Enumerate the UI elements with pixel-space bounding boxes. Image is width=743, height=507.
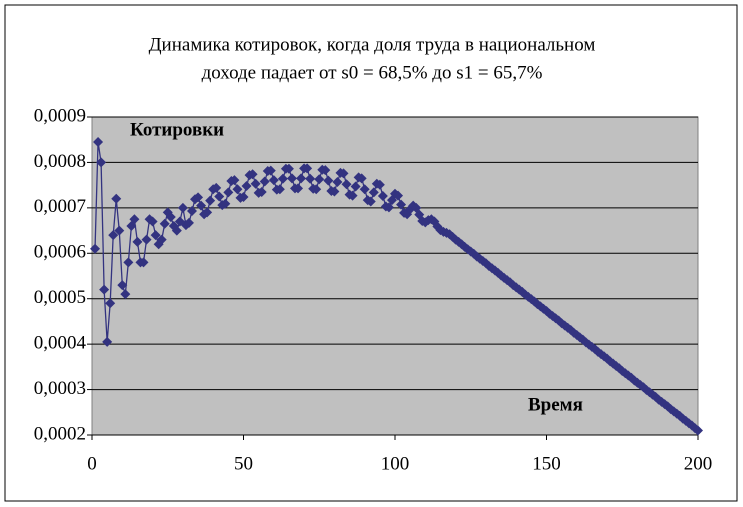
x-tick-label: 50 [234,453,253,474]
marker [314,174,325,185]
marker [323,175,334,186]
y-tick-label: 0,0008 [34,151,86,172]
x-tick-label: 100 [381,453,410,474]
marker [293,183,304,194]
marker [186,206,197,217]
marker [368,187,379,198]
marker [177,202,188,213]
marker [156,234,167,245]
marker [396,199,407,210]
marker [108,230,119,241]
marker [283,163,294,174]
marker [377,191,388,202]
annotation: Котировки [130,119,224,140]
y-tick-label: 0,0009 [34,105,86,126]
marker [196,200,207,211]
marker [256,186,267,197]
chart-title: Динамика котировок, когда доля труда в н… [149,34,596,55]
marker [329,186,340,197]
y-tick-label: 0,0004 [34,333,87,354]
marker [129,214,140,225]
y-tick-label: 0,0006 [34,242,86,263]
marker [123,257,134,268]
marker [117,280,128,291]
marker [159,218,170,229]
marker [150,230,161,241]
marker [96,157,107,168]
y-tick-label: 0,0007 [34,196,86,217]
marker [183,217,194,228]
marker [383,202,394,213]
series [90,136,703,436]
chart-title: доходе падает от s0 = 68,5% до s1 = 65,7… [202,62,543,83]
marker [223,187,234,198]
marker [241,181,252,192]
marker [393,190,404,201]
marker [338,168,349,179]
marker [320,165,331,176]
marker [365,196,376,207]
marker [111,193,122,204]
marker [165,211,176,222]
marker [274,184,285,195]
marker [347,190,358,201]
marker [202,207,213,218]
y-tick-label: 0,0005 [34,287,86,308]
x-tick-label: 150 [532,453,561,474]
marker [193,192,204,203]
marker [93,136,104,147]
marker [99,284,110,295]
marker [147,216,158,227]
marker [90,243,101,254]
marker [102,336,113,347]
marker [141,234,152,245]
marker [171,225,182,236]
marker [356,173,367,184]
marker [268,175,279,186]
marker [350,181,361,192]
marker [120,289,131,300]
marker [205,195,216,206]
x-tick-label: 0 [87,453,97,474]
marker [132,236,143,247]
marker [286,173,297,184]
x-tick-label: 200 [684,453,713,474]
grid [87,116,699,440]
marker [220,198,231,209]
y-tick-label: 0,0003 [34,378,86,399]
marker [305,173,316,184]
marker [359,184,370,195]
marker [250,178,261,189]
marker [259,176,270,187]
annotation: Время [528,394,583,415]
marker [341,179,352,190]
marker [332,176,343,187]
marker [105,298,116,309]
marker [247,169,258,180]
marker [265,165,276,176]
marker [232,184,243,195]
marker [238,191,249,202]
marker [296,173,307,184]
marker [114,225,125,236]
marker [138,257,149,268]
y-tick-label: 0,0002 [34,423,86,444]
marker [229,175,240,186]
marker [693,425,703,436]
plot-area [91,116,699,436]
marker [277,173,288,184]
marker [374,179,385,190]
marker [211,182,222,193]
marker [311,184,322,195]
marker [302,163,313,174]
marker [214,191,225,202]
